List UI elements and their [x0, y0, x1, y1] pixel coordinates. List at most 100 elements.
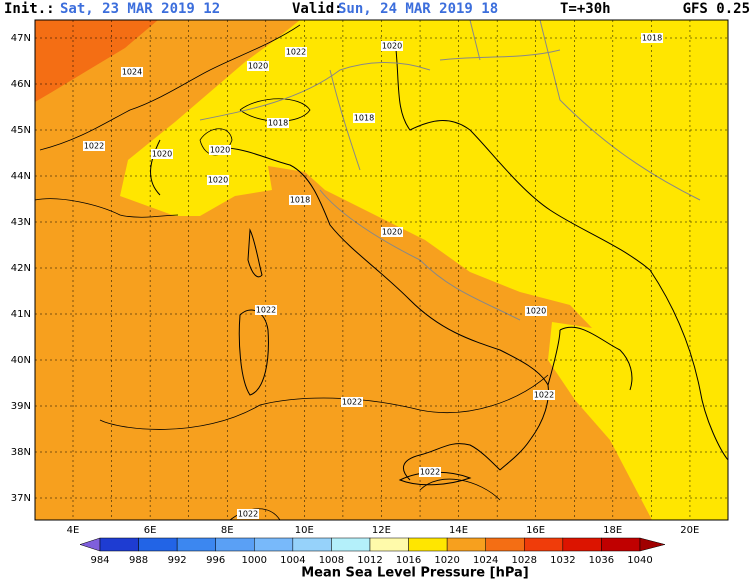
colorbar-label: 1000 [242, 555, 267, 566]
colorbar-box [562, 537, 602, 552]
contour-label: 1018 [268, 119, 288, 128]
colorbar-label: 996 [206, 555, 225, 566]
colorbar-high [639, 537, 666, 552]
colorbar-label: 1040 [627, 555, 652, 566]
map-frame [34, 19, 729, 521]
lat-label: 38N [11, 447, 31, 458]
colorbar-box [524, 537, 564, 552]
colorbar-label: 1020 [434, 555, 459, 566]
colorbar-label: 1036 [589, 555, 614, 566]
contour-label: 1024 [122, 68, 142, 77]
init-label: Init.: [4, 1, 55, 17]
lon-label: 20E [680, 525, 699, 536]
isobar [239, 98, 311, 122]
contour-label: 1022 [238, 510, 258, 519]
contour-label: 1022 [534, 391, 554, 400]
pressure-1016-1020 [120, 20, 728, 520]
contour-label-bg [83, 141, 105, 151]
model-name: GFS 0.25 [683, 1, 750, 17]
colorbar-low [79, 537, 101, 552]
lat-label: 47N [11, 33, 31, 44]
coastline [227, 39, 729, 481]
lead-time: T=+30h [560, 1, 611, 17]
colorbar-label: 1024 [473, 555, 498, 566]
colorbar-box [369, 537, 409, 552]
colorbar-label: 1016 [396, 555, 421, 566]
contour-label-bg [525, 306, 547, 316]
colorbar-box [254, 537, 294, 552]
contour-label: 1020 [208, 176, 228, 185]
colorbar-box [485, 537, 525, 552]
colorbar-box [215, 537, 255, 552]
contour-label-bg [207, 175, 229, 185]
lon-label: 18E [603, 525, 622, 536]
lon-label: 12E [372, 525, 391, 536]
contour-label-bg [121, 67, 143, 77]
pressure-1024-1028 [35, 20, 158, 102]
contour-label-bg [267, 118, 289, 128]
lat-label: 37N [11, 493, 31, 504]
valid-value: Sun, 24 MAR 2019 18 [338, 1, 498, 17]
colorbar-label: 1008 [319, 555, 344, 566]
contour-label-bg [353, 113, 375, 123]
isobar [34, 198, 179, 218]
lat-label: 40N [11, 355, 31, 366]
coastline [150, 139, 472, 486]
colorbar-box [408, 537, 448, 552]
contour-label-bg [255, 305, 277, 315]
isobar [199, 128, 233, 156]
colorbar-box [292, 537, 332, 552]
colorbar-label: 1004 [280, 555, 305, 566]
border [199, 19, 701, 321]
contour-label-bg [381, 227, 403, 237]
lat-label: 42N [11, 263, 31, 274]
contour-label: 1020 [382, 42, 402, 51]
colorbar-box [601, 537, 641, 552]
colorbar-box [176, 537, 216, 552]
contour-label: 1020 [210, 146, 230, 155]
lat-label: 41N [11, 309, 31, 320]
colorbar-box [331, 537, 371, 552]
map-layer: 1024 1022 1020 1020 1018 1018 1018 1020 1020 1022… [11, 19, 729, 566]
contour-label: 1022 [420, 468, 440, 477]
colorbar-label: 992 [168, 555, 187, 566]
contour-label: 1018 [354, 114, 374, 123]
contour-label-bg [237, 509, 259, 519]
contour-label: 1020 [526, 307, 546, 316]
contour-label: 1022 [84, 142, 104, 151]
contour-label: 1020 [248, 62, 268, 71]
isobar [99, 374, 549, 430]
isobar [39, 24, 301, 151]
colorbar-box [99, 537, 139, 552]
lon-label: 6E [144, 525, 157, 536]
init-value: Sat, 23 MAR 2019 12 [60, 1, 220, 17]
contour-label: 1022 [256, 306, 276, 315]
lat-label: 39N [11, 401, 31, 412]
colorbar-label: 984 [90, 555, 109, 566]
contour-label: 1022 [342, 398, 362, 407]
contour-label-bg [641, 33, 663, 43]
contour-label-bg [381, 41, 403, 51]
contour-label: 1018 [290, 196, 310, 205]
colorbar-label: 1012 [357, 555, 382, 566]
colorbar-label: 1028 [512, 555, 537, 566]
lat-label: 44N [11, 171, 31, 182]
lat-label: 43N [11, 217, 31, 228]
contour-label-bg [209, 145, 231, 155]
contour-label-bg [289, 195, 311, 205]
contour-label-bg [341, 397, 363, 407]
colorbar-label: 988 [129, 555, 148, 566]
contour-label: 1018 [642, 34, 662, 43]
contour-label: 1022 [286, 48, 306, 57]
contour-label-bg [533, 390, 555, 400]
lat-label: 46N [11, 79, 31, 90]
lon-label: 10E [295, 525, 314, 536]
lon-label: 16E [526, 525, 545, 536]
lat-label: 45N [11, 125, 31, 136]
lon-label: 4E [67, 525, 80, 536]
colorbar-label: 1032 [550, 555, 575, 566]
colorbar-box [446, 537, 486, 552]
colorbar-box [138, 537, 178, 552]
